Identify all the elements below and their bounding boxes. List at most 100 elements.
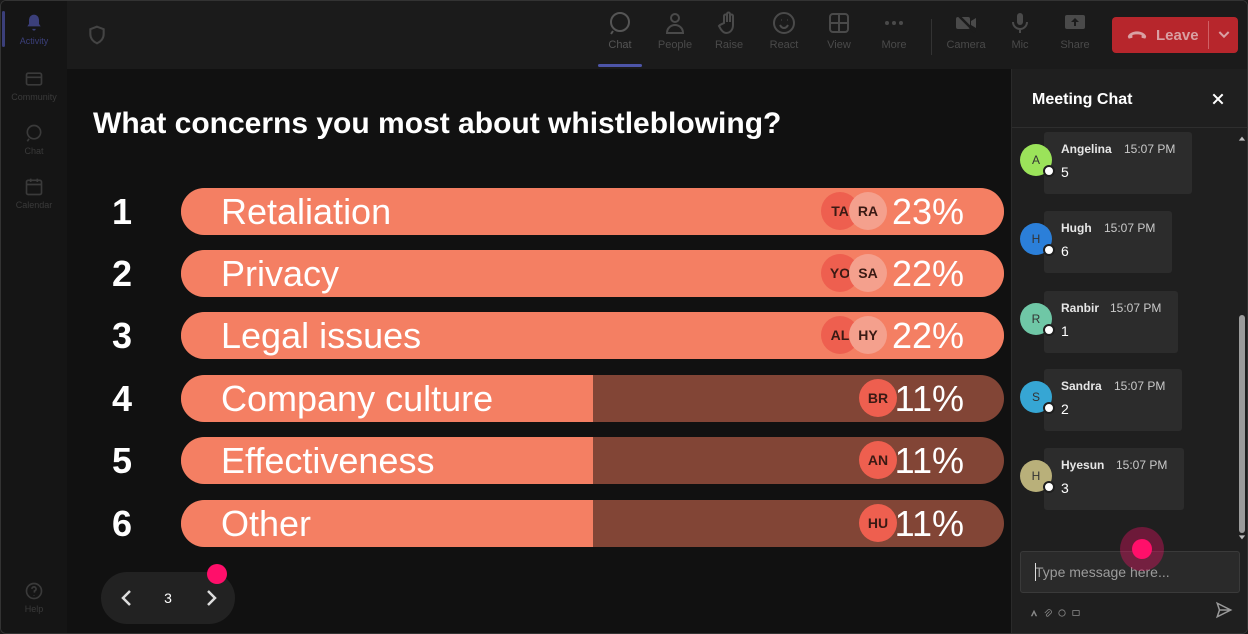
message-bubble: Ranbir 15:07 PM 1 bbox=[1044, 291, 1178, 353]
option-bar: Effectiveness AN 11% bbox=[181, 437, 1004, 484]
message-bubble: Sandra 15:07 PM 2 bbox=[1044, 369, 1182, 431]
status-indicator bbox=[1043, 402, 1055, 414]
avatar[interactable]: H bbox=[1020, 460, 1055, 493]
poll-option-row: 3 Legal issues AL HY 22% bbox=[67, 312, 1011, 360]
option-label: Privacy bbox=[221, 253, 340, 294]
option-bar: Legal issues AL HY 22% bbox=[181, 312, 1004, 359]
message-bubble: Hugh 15:07 PM 6 bbox=[1044, 211, 1172, 273]
rail-item-community[interactable]: Community bbox=[1, 59, 67, 111]
rail-item-help[interactable]: Help bbox=[1, 571, 67, 623]
close-icon[interactable] bbox=[1210, 91, 1226, 107]
bell-icon bbox=[27, 14, 41, 30]
scroll-down-icon[interactable] bbox=[1238, 533, 1246, 541]
message-sender: Hugh bbox=[1061, 221, 1092, 235]
chevron-down-icon[interactable] bbox=[1216, 26, 1232, 42]
mic-button[interactable]: Mic bbox=[993, 11, 1047, 63]
rail-item-chat[interactable]: Chat bbox=[1, 113, 67, 165]
chat-title: Meeting Chat bbox=[1032, 91, 1133, 108]
voter-avatar: SA bbox=[849, 254, 887, 292]
leave-button[interactable]: Leave bbox=[1112, 17, 1238, 53]
camera-off-icon bbox=[956, 13, 976, 33]
help-icon bbox=[25, 582, 43, 599]
message-time: 15:07 PM bbox=[1114, 379, 1166, 393]
option-label: Legal issues bbox=[221, 315, 422, 356]
cursor-indicator bbox=[207, 564, 227, 584]
chat-message: Hugh 15:07 PM 6 H bbox=[1012, 211, 1232, 275]
meeting-toolbar: Chat People Raise React View More Camera bbox=[67, 1, 1247, 69]
status-indicator bbox=[1043, 165, 1055, 177]
option-bar: Company culture BR 11% bbox=[181, 375, 1004, 422]
gif-icon[interactable] bbox=[1072, 604, 1080, 616]
phone-hangup-icon bbox=[1127, 31, 1147, 39]
message-text: 6 bbox=[1061, 243, 1069, 259]
chat-button[interactable]: Chat bbox=[593, 11, 647, 67]
react-label: React bbox=[769, 39, 799, 51]
camera-button[interactable]: Camera bbox=[939, 11, 993, 63]
send-icon[interactable] bbox=[1215, 601, 1233, 619]
avatar[interactable]: R bbox=[1020, 303, 1055, 336]
scroll-up-icon[interactable] bbox=[1238, 135, 1246, 143]
avatar-initial: H bbox=[1031, 469, 1041, 483]
option-label: Company culture bbox=[221, 378, 494, 419]
view-button[interactable]: View bbox=[812, 11, 866, 63]
status-indicator bbox=[1043, 324, 1055, 336]
scroll-thumb[interactable] bbox=[1239, 315, 1245, 533]
chat-divider bbox=[1012, 127, 1247, 128]
option-percentage: 22% bbox=[891, 315, 964, 356]
toolbar-divider bbox=[931, 19, 932, 55]
people-label: People bbox=[657, 39, 693, 51]
message-bubble: Hyesun 15:07 PM 3 bbox=[1044, 448, 1184, 510]
raise-hand-button[interactable]: Raise bbox=[702, 11, 756, 63]
camera-label: Camera bbox=[946, 39, 986, 51]
share-label: Share bbox=[1060, 39, 1090, 51]
avatar[interactable]: H bbox=[1020, 223, 1055, 256]
rail-label: Activity bbox=[19, 35, 49, 46]
rail-item-activity[interactable]: Activity bbox=[1, 3, 67, 55]
message-text: 3 bbox=[1061, 480, 1069, 496]
status-indicator bbox=[1043, 244, 1055, 256]
message-input-box[interactable] bbox=[1020, 551, 1240, 593]
message-sender: Hyesun bbox=[1061, 458, 1105, 472]
option-bar-fill bbox=[181, 500, 593, 547]
voter-avatar: RA bbox=[849, 192, 887, 230]
avatar[interactable]: S bbox=[1020, 381, 1055, 414]
avatar[interactable]: A bbox=[1020, 144, 1055, 177]
chevron-left-icon[interactable] bbox=[115, 586, 139, 610]
left-rail: Activity Community Chat Calendar Help bbox=[1, 1, 67, 633]
poll-option-row: 5 Effectiveness AN 11% bbox=[67, 437, 1011, 485]
shield-icon[interactable] bbox=[87, 25, 107, 45]
voter-avatar: AN bbox=[859, 441, 897, 479]
chat-message: Ranbir 15:07 PM 1 R bbox=[1012, 291, 1232, 355]
avatar-initial: S bbox=[1031, 390, 1040, 404]
microphone-icon bbox=[1012, 13, 1028, 33]
chat-message: Hyesun 15:07 PM 3 H bbox=[1012, 448, 1232, 512]
option-bar: Privacy YO SA 22% bbox=[181, 250, 1004, 297]
format-toolbar bbox=[1030, 604, 1080, 617]
chevron-right-icon[interactable] bbox=[199, 586, 223, 610]
share-button[interactable]: Share bbox=[1048, 11, 1102, 63]
message-time: 15:07 PM bbox=[1124, 142, 1176, 156]
people-button[interactable]: People bbox=[648, 11, 702, 63]
poll-option-row: 6 Other HU 11% bbox=[67, 500, 1011, 548]
voter-avatar: BR bbox=[859, 379, 897, 417]
option-percentage: 23% bbox=[891, 191, 964, 232]
rail-label: Help bbox=[24, 603, 44, 614]
rail-item-calendar[interactable]: Calendar bbox=[1, 167, 67, 219]
view-label: View bbox=[827, 39, 851, 51]
voter-avatar: HU bbox=[859, 504, 897, 542]
chat-scrollbar[interactable] bbox=[1236, 131, 1247, 543]
option-bar: Other HU 11% bbox=[181, 500, 1004, 547]
format-icon[interactable] bbox=[1030, 604, 1038, 617]
option-label: Retaliation bbox=[221, 191, 392, 232]
attach-icon[interactable] bbox=[1044, 604, 1052, 617]
more-button[interactable]: More bbox=[867, 11, 921, 63]
emoji-icon[interactable] bbox=[1058, 604, 1066, 617]
option-bar-fill bbox=[181, 437, 593, 484]
react-button[interactable]: React bbox=[757, 11, 811, 63]
message-input[interactable] bbox=[1021, 552, 1239, 592]
option-label: Other bbox=[221, 503, 312, 544]
message-time: 15:07 PM bbox=[1116, 458, 1168, 472]
message-text: 5 bbox=[1061, 164, 1069, 180]
message-time: 15:07 PM bbox=[1110, 301, 1162, 315]
